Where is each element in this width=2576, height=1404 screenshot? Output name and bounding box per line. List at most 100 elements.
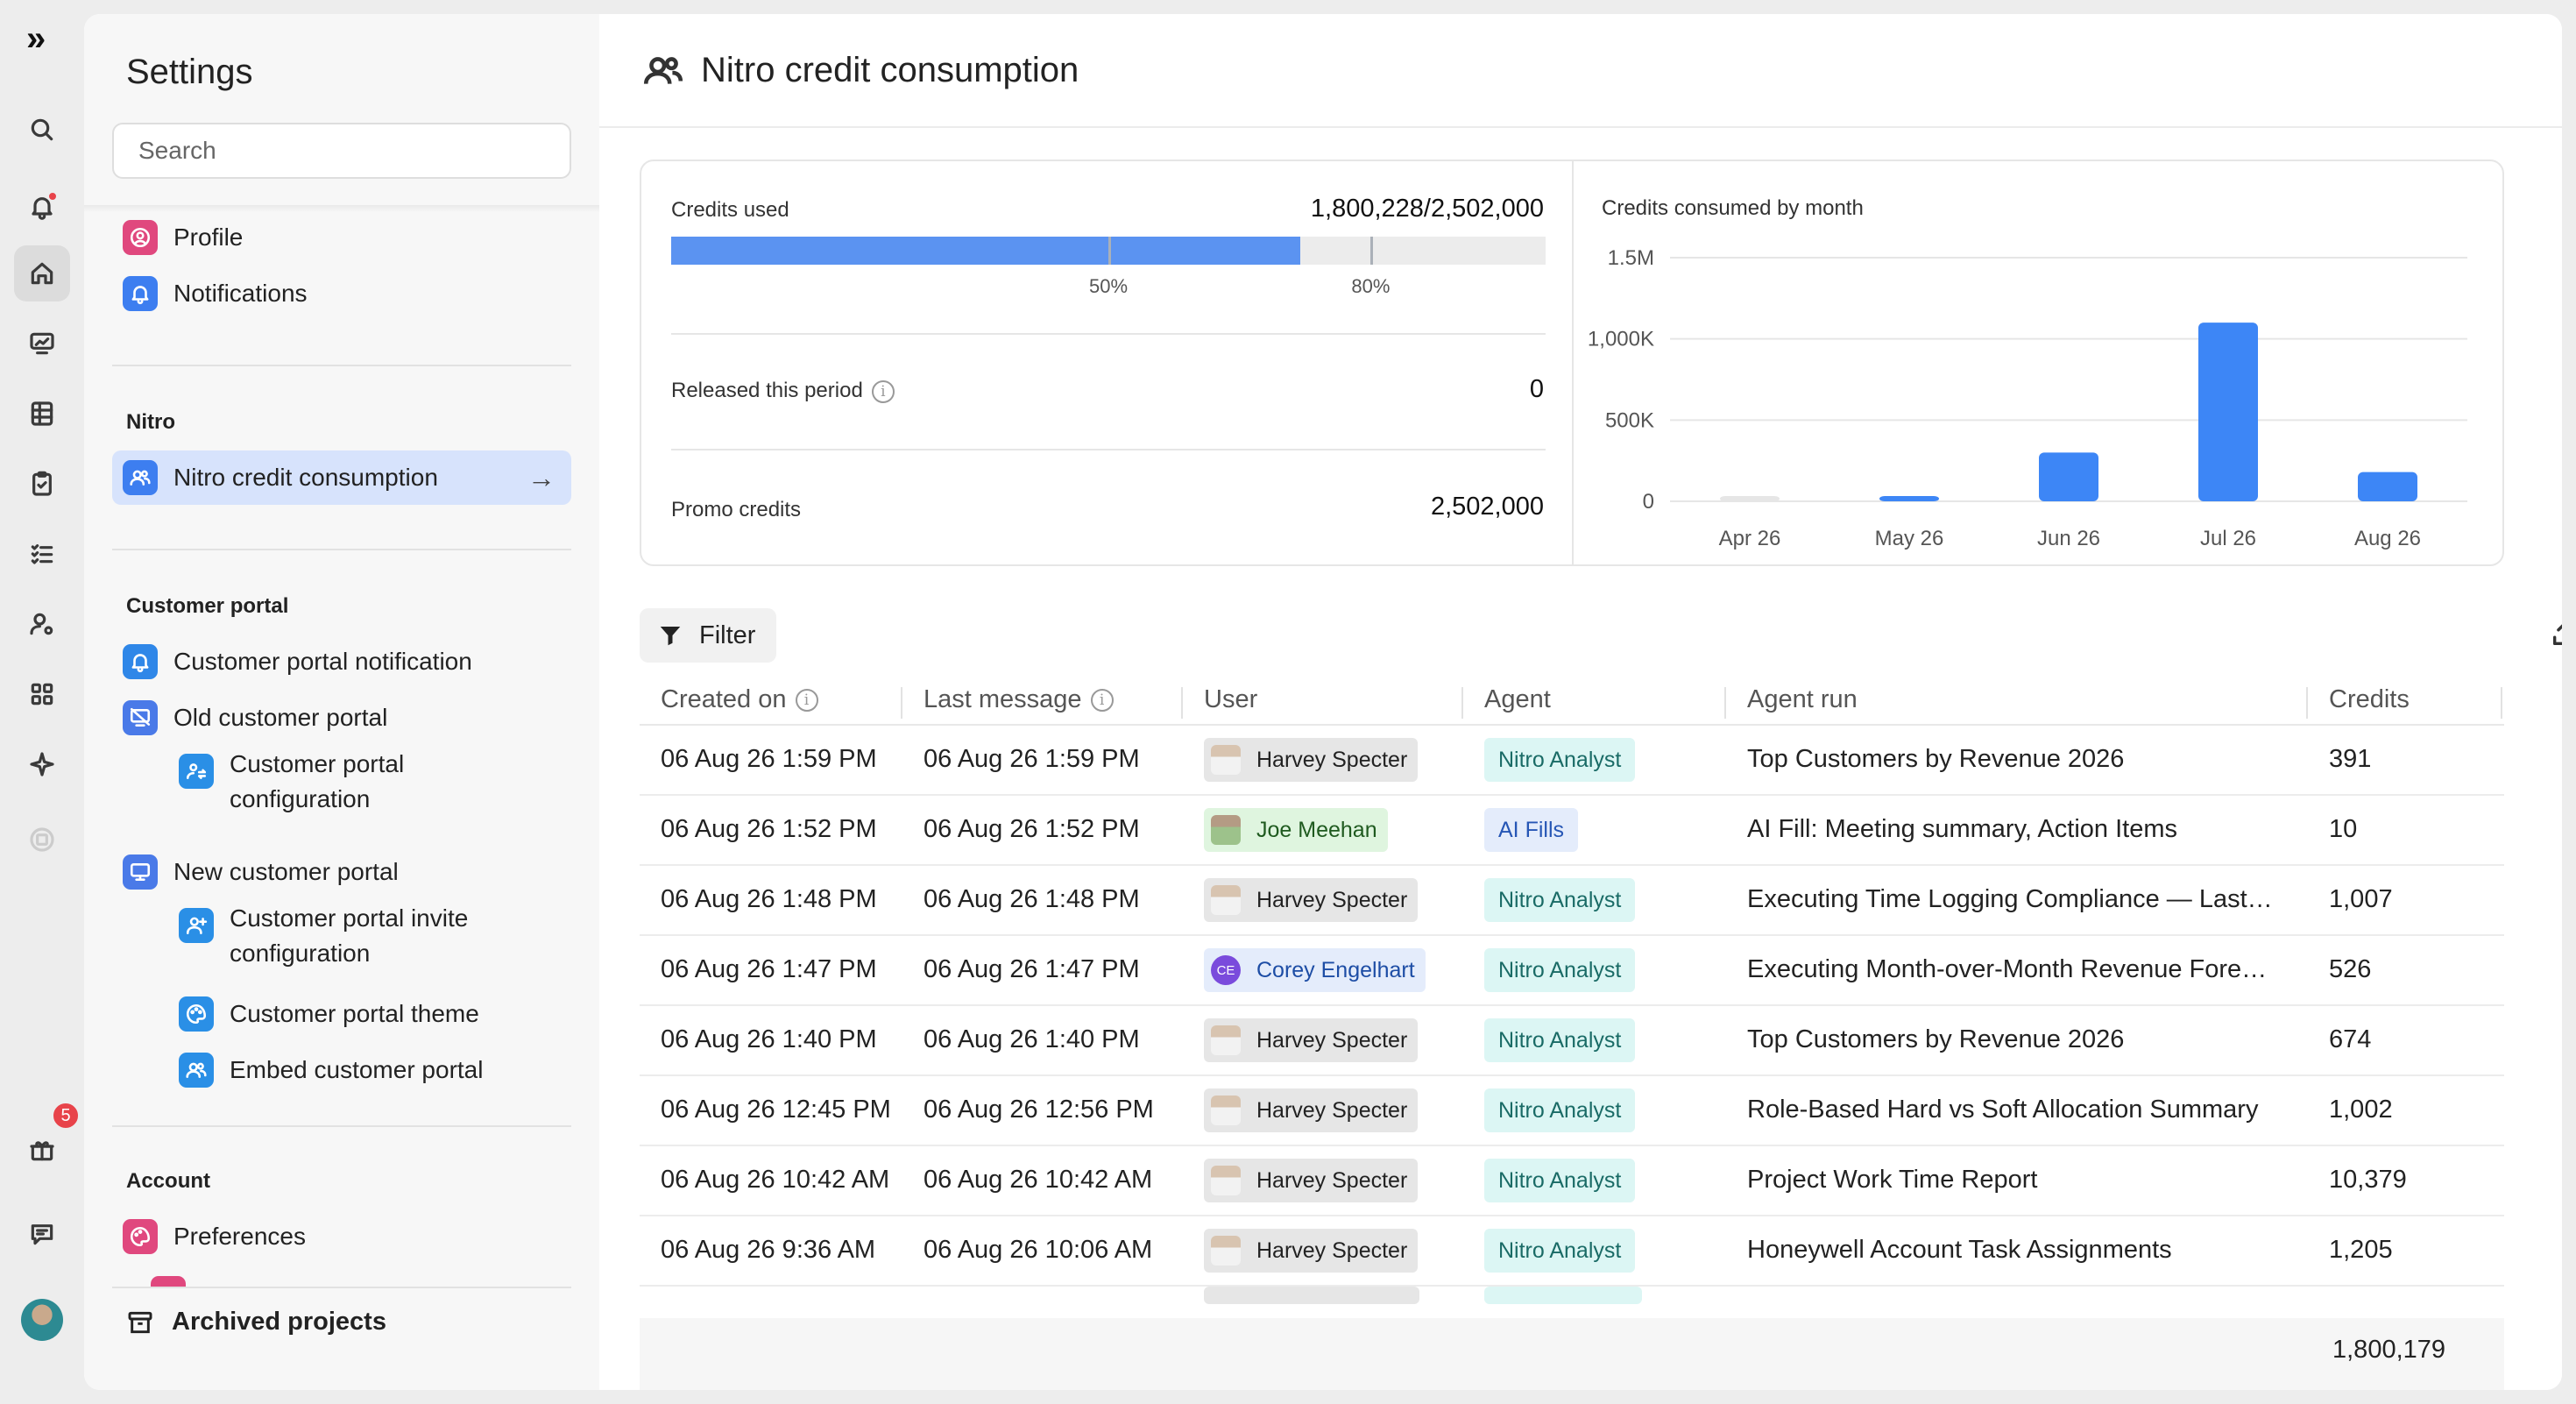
- bar-jul-26[interactable]: [2198, 323, 2258, 501]
- chat-icon[interactable]: [14, 1206, 70, 1262]
- cell-agent-run[interactable]: Top Customers by Revenue 2026: [1747, 1025, 2125, 1053]
- column-credits[interactable]: Credits: [2329, 685, 2410, 713]
- sidebar-item-notifications[interactable]: Notifications: [112, 266, 571, 321]
- agent-badge[interactable]: Nitro Analyst: [1484, 1088, 1636, 1132]
- spreadsheet-icon[interactable]: [14, 386, 70, 442]
- export-button[interactable]: [2550, 619, 2562, 649]
- cell-created-on: 06 Aug 26 1:48 PM: [661, 885, 877, 913]
- sidebar-item-profile[interactable]: Profile: [112, 210, 571, 265]
- bar-may-26[interactable]: [1879, 496, 1939, 501]
- sidebar-item-label: Old customer portal: [173, 704, 388, 731]
- avatar: [1211, 745, 1241, 775]
- column-divider[interactable]: [1181, 687, 1183, 719]
- cell-created-on: 06 Aug 26 1:59 PM: [661, 745, 877, 773]
- agent-badge[interactable]: AI Fills: [1484, 808, 1578, 852]
- user-chip[interactable]: Harvey Specter: [1204, 1088, 1419, 1132]
- section-account: Account: [126, 1169, 210, 1193]
- sidebar-item-customer-portal-theme[interactable]: Customer portal theme: [168, 987, 571, 1041]
- user-chip[interactable]: Harvey Specter: [1204, 1018, 1419, 1062]
- credits-used-value: 1,800,228/2,502,000: [1310, 195, 1544, 223]
- column-agent-run[interactable]: Agent run: [1747, 685, 1858, 713]
- cell-agent-run[interactable]: AI Fill: Meeting summary, Action Items: [1747, 815, 2177, 843]
- arrow-right-icon: →: [527, 461, 556, 493]
- column-last-message[interactable]: Last message i: [924, 685, 1114, 714]
- cell-agent-run[interactable]: Executing Month-over-Month Revenue Forec…: [1747, 955, 2273, 983]
- bell-icon[interactable]: [14, 179, 70, 235]
- user-chip[interactable]: Joe Meehan: [1204, 808, 1388, 852]
- sidebar-item-embed-customer-portal[interactable]: Embed customer portal: [168, 1043, 571, 1097]
- user-chip[interactable]: Harvey Specter: [1204, 878, 1419, 922]
- cell-agent-run[interactable]: Project Work Time Report: [1747, 1166, 2038, 1194]
- column-divider[interactable]: [2306, 687, 2308, 719]
- clipboard-icon[interactable]: [14, 456, 70, 512]
- home-icon[interactable]: [14, 245, 70, 301]
- column-agent[interactable]: Agent: [1484, 685, 1551, 713]
- agent-badge[interactable]: Nitro Analyst: [1484, 948, 1636, 992]
- agent-badge[interactable]: Nitro Analyst: [1484, 1229, 1636, 1273]
- gift-icon[interactable]: 5: [14, 1101, 81, 1178]
- sidebar-item-label: Customer portal notification: [173, 648, 472, 675]
- agent-badge[interactable]: Nitro Analyst: [1484, 1018, 1636, 1062]
- apps-icon[interactable]: [14, 666, 70, 722]
- column-divider[interactable]: [1461, 687, 1463, 719]
- table-row[interactable]: 06 Aug 26 10:42 AM 06 Aug 26 10:42 AM Harv…: [640, 1146, 2504, 1216]
- column-divider[interactable]: [2501, 687, 2502, 719]
- sparkle-icon[interactable]: [14, 736, 70, 792]
- sidebar-item-old-customer-portal[interactable]: Old customer portal: [112, 691, 571, 745]
- info-icon[interactable]: i: [871, 379, 895, 403]
- sidebar-item-customer-portal-invite-configuration[interactable]: Customer portal invite configuration: [168, 901, 571, 971]
- sidebar-item-preferences[interactable]: Preferences: [112, 1209, 571, 1264]
- y-tick-label: 1,000K: [1588, 328, 1654, 351]
- app-logo[interactable]: »: [26, 19, 46, 58]
- cell-agent-run[interactable]: Top Customers by Revenue 2026: [1747, 745, 2125, 773]
- table-row[interactable]: 06 Aug 26 1:52 PM 06 Aug 26 1:52 PM Joe Me…: [640, 796, 2504, 866]
- users-icon: [123, 460, 158, 495]
- user-chip[interactable]: Harvey Specter: [1204, 1229, 1419, 1273]
- released-label: Released this period i: [671, 379, 895, 403]
- table-row[interactable]: 06 Aug 26 9:36 AM 06 Aug 26 10:06 AM Harve…: [640, 1216, 2504, 1287]
- sidebar-item-new-customer-portal[interactable]: New customer portal: [112, 845, 571, 899]
- cell-agent-run[interactable]: Executing Time Logging Compliance — Last…: [1747, 885, 2273, 913]
- user-switch-icon: [179, 754, 214, 789]
- archived-projects-button[interactable]: Archived projects: [126, 1308, 386, 1337]
- user-chip[interactable]: Harvey Specter: [1204, 738, 1419, 782]
- table-row[interactable]: 06 Aug 26 1:47 PM 06 Aug 26 1:47 PM CE Core…: [640, 936, 2504, 1006]
- column-user[interactable]: User: [1204, 685, 1258, 713]
- cell-agent-run[interactable]: Role-Based Hard vs Soft Allocation Summa…: [1747, 1096, 2259, 1124]
- sidebar-item-customer-portal-notification[interactable]: Customer portal notification: [112, 635, 571, 689]
- bar-apr-26[interactable]: [1720, 496, 1780, 501]
- column-created-on[interactable]: Created on i: [661, 685, 818, 714]
- info-icon[interactable]: i: [795, 688, 818, 712]
- table-row[interactable]: 06 Aug 26 1:40 PM 06 Aug 26 1:40 PM Harvey…: [640, 1006, 2504, 1076]
- user-chip[interactable]: CE Corey Engelhart: [1204, 948, 1426, 992]
- search-input[interactable]: Search: [112, 123, 571, 179]
- monitor-chart-icon[interactable]: [14, 316, 70, 372]
- progress-marker-80-label: 80%: [1351, 275, 1391, 297]
- sidebar-item-customer-portal-configuration[interactable]: Customer portal configuration: [168, 747, 571, 817]
- sidebar-item-nitro-credit-consumption[interactable]: Nitro credit consumption →: [112, 450, 571, 505]
- bar-aug-26[interactable]: [2358, 472, 2417, 501]
- checklist-icon[interactable]: [14, 526, 70, 582]
- user-chip[interactable]: Harvey Specter: [1204, 1159, 1419, 1202]
- avatar: [1211, 1236, 1241, 1266]
- table-row[interactable]: 06 Aug 26 1:59 PM 06 Aug 26 1:59 PM Harvey…: [640, 726, 2504, 796]
- x-tick-label: Jul 26: [2200, 527, 2256, 550]
- user-cog-icon[interactable]: [14, 596, 70, 652]
- column-divider[interactable]: [1724, 687, 1726, 719]
- column-divider[interactable]: [901, 687, 902, 719]
- agent-badge[interactable]: Nitro Analyst: [1484, 878, 1636, 922]
- search-icon[interactable]: [14, 102, 70, 158]
- sidebar-scroll-clip: [151, 1276, 186, 1288]
- avatar[interactable]: [21, 1299, 63, 1341]
- bar-jun-26[interactable]: [2039, 452, 2098, 501]
- info-icon[interactable]: i: [1090, 688, 1114, 712]
- table-row[interactable]: 06 Aug 26 1:48 PM 06 Aug 26 1:48 PM Harvey…: [640, 866, 2504, 936]
- released-value: 0: [1529, 375, 1544, 403]
- agent-badge[interactable]: Nitro Analyst: [1484, 738, 1636, 782]
- agent-badge[interactable]: Nitro Analyst: [1484, 1159, 1636, 1202]
- circle-icon[interactable]: [14, 812, 70, 868]
- sidebar-item-label: Customer portal invite configuration: [230, 904, 469, 967]
- table-row[interactable]: 06 Aug 26 12:45 PM 06 Aug 26 12:56 PM Harv…: [640, 1076, 2504, 1146]
- cell-agent-run[interactable]: Honeywell Account Task Assignments: [1747, 1236, 2172, 1264]
- filter-button[interactable]: Filter: [640, 608, 776, 663]
